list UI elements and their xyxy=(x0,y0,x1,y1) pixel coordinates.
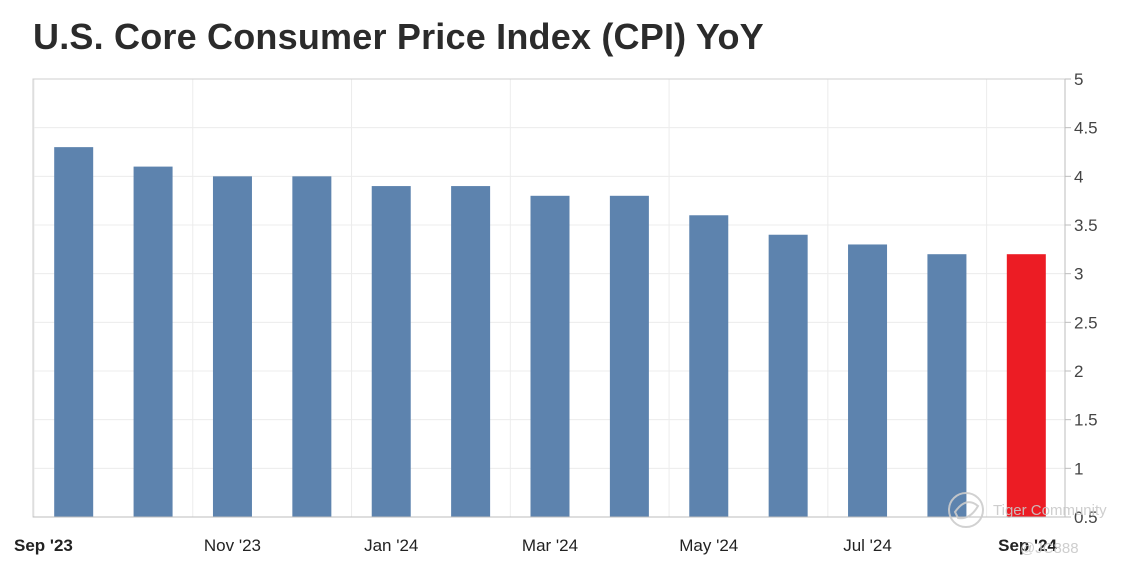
x-tick-label: Jul '24 xyxy=(843,536,892,555)
bar-9 xyxy=(768,234,808,517)
y-tick-label: 4.5 xyxy=(1074,119,1098,138)
bar-11 xyxy=(927,254,967,517)
bar-7 xyxy=(609,195,649,518)
bar-2 xyxy=(212,176,252,518)
bar-5 xyxy=(451,186,491,518)
y-tick-label: 5 xyxy=(1074,70,1083,89)
y-axis: 0.5 1 1.5 2 2.5 3 3.5 4 4.5 5 xyxy=(1064,70,1098,527)
bar-0 xyxy=(54,147,94,517)
y-tick-label: 2.5 xyxy=(1074,313,1098,332)
x-tick-label: Sep '23 xyxy=(14,536,73,555)
bar-3 xyxy=(292,176,332,518)
x-tick-label: Jan '24 xyxy=(364,536,418,555)
y-tick-label: 1.5 xyxy=(1074,411,1098,430)
y-tick-label: 4 xyxy=(1074,167,1083,186)
bar-10 xyxy=(848,244,888,517)
chart-title: U.S. Core Consumer Price Index (CPI) YoY xyxy=(33,16,764,57)
y-tick-label: 2 xyxy=(1074,362,1083,381)
x-tick-label: Nov '23 xyxy=(204,536,261,555)
x-tick-label: May '24 xyxy=(679,536,738,555)
bar-1 xyxy=(133,166,173,517)
y-tick-label: 3 xyxy=(1074,265,1083,284)
bar-6 xyxy=(530,195,570,518)
watermark-brand: Tiger Community xyxy=(993,502,1107,519)
y-tick-label: 0.5 xyxy=(1074,508,1098,527)
bar-8 xyxy=(689,215,729,517)
x-axis: Sep '23 Nov '23 Jan '24 Mar '24 May '24 Jul '… xyxy=(14,516,1065,555)
watermark-handle: @JC888 xyxy=(1020,540,1079,557)
x-tick-label: Sep '24 xyxy=(998,536,1057,555)
tiger-logo-icon xyxy=(948,492,984,528)
bars xyxy=(54,147,1046,518)
watermark: Tiger Community @JC888 xyxy=(948,492,1107,557)
y-tick-label: 1 xyxy=(1074,459,1083,478)
x-tick-label: Mar '24 xyxy=(522,536,578,555)
bar-4 xyxy=(371,186,411,518)
y-tick-label: 3.5 xyxy=(1074,216,1098,235)
bar-12 xyxy=(1006,254,1046,517)
